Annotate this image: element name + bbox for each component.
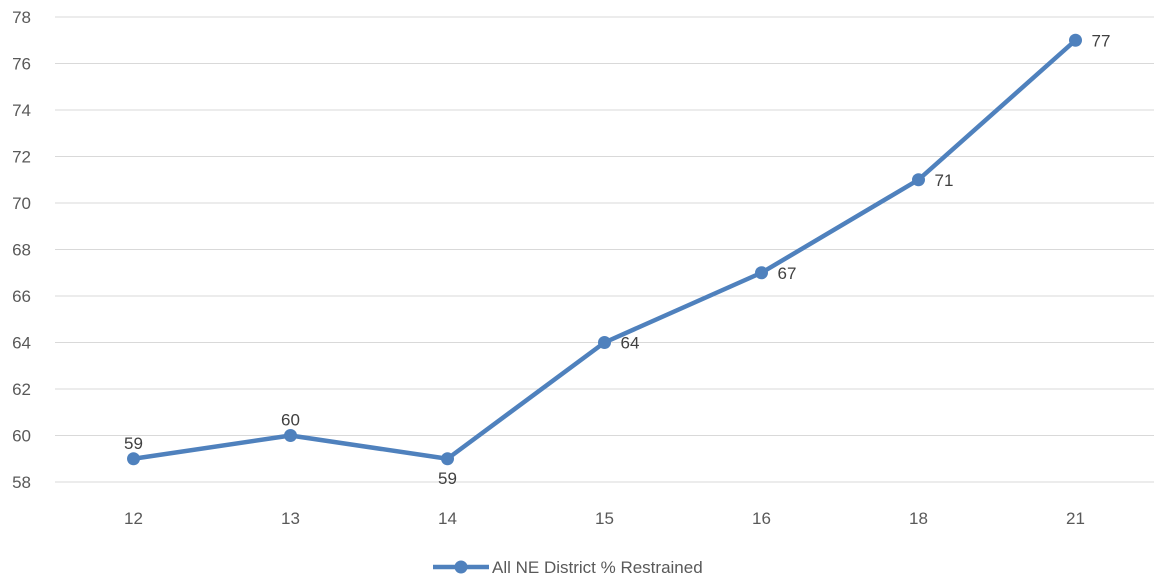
y-tick-label: 58 [12,473,31,492]
data-label: 67 [778,264,797,283]
legend-point-marker [454,560,468,574]
data-point [912,173,925,187]
gridlines [55,16,1154,483]
x-tick-label: 12 [124,509,143,528]
x-tick-label: 14 [438,509,457,528]
y-tick-label: 70 [12,194,31,213]
data-point [755,266,768,280]
data-point [1069,33,1082,47]
y-tick-label: 78 [12,8,31,27]
y-axis: 58 60 62 64 66 68 70 72 74 76 78 [12,8,31,492]
y-tick-label: 76 [12,55,31,74]
y-tick-label: 62 [12,380,31,399]
data-point [284,429,297,442]
x-tick-label: 21 [1066,509,1085,528]
legend: All NE District % Restrained [433,558,703,577]
y-tick-label: 66 [12,287,31,306]
data-point [441,452,454,466]
x-tick-label: 13 [281,509,300,528]
series-all-ne-district [127,33,1082,466]
y-tick-label: 74 [12,101,31,120]
x-tick-label: 15 [595,509,614,528]
data-label: 59 [438,469,457,488]
data-label: 77 [1092,31,1111,50]
data-label: 64 [621,334,640,353]
legend-label: All NE District % Restrained [492,558,703,577]
y-tick-label: 68 [12,241,31,260]
data-label: 59 [124,434,143,453]
x-tick-label: 18 [909,509,928,528]
x-tick-label: 16 [752,509,771,528]
data-label: 71 [935,171,954,190]
x-axis: 12 13 14 15 16 18 21 [124,509,1085,528]
data-labels: 59 60 59 64 67 71 77 [124,31,1110,488]
y-tick-label: 64 [12,334,31,353]
y-tick-label: 60 [12,427,31,446]
data-point [598,336,611,349]
data-point [127,452,140,466]
data-label: 60 [281,411,300,430]
y-tick-label: 72 [12,148,31,167]
